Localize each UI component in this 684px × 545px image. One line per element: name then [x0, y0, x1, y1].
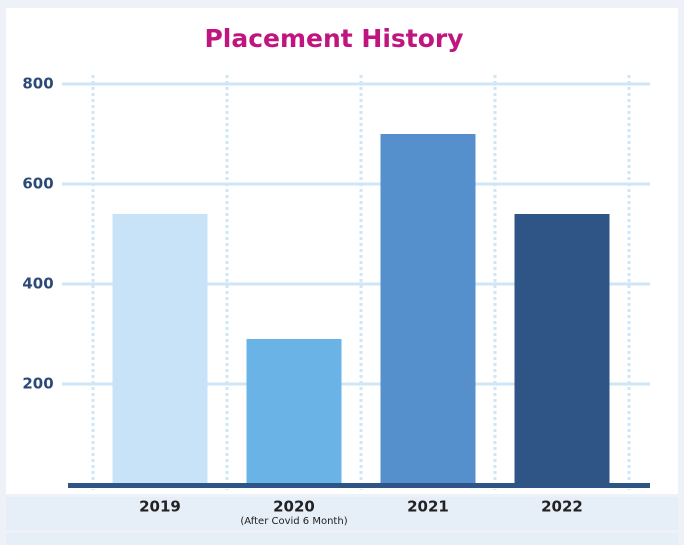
y-tick-label: 800	[22, 75, 53, 93]
label-strip	[6, 497, 678, 530]
x-tick-note: (After Covid 6 Month)	[240, 516, 347, 527]
bar	[246, 339, 342, 484]
x-tick-label: 2019	[139, 498, 181, 516]
baseline	[68, 483, 650, 488]
x-tick-label: 2021	[407, 498, 449, 516]
y-tick-label: 400	[22, 275, 53, 293]
bar	[380, 134, 476, 484]
x-tick-label: 2020	[273, 498, 315, 516]
y-tick-label: 600	[22, 175, 53, 193]
x-tick-label: 2022	[541, 498, 583, 516]
y-tick-label: 200	[22, 375, 53, 393]
chart-title: Placement History	[204, 24, 463, 53]
bar	[514, 214, 610, 484]
footer-strip	[6, 533, 678, 545]
bar	[112, 214, 208, 484]
